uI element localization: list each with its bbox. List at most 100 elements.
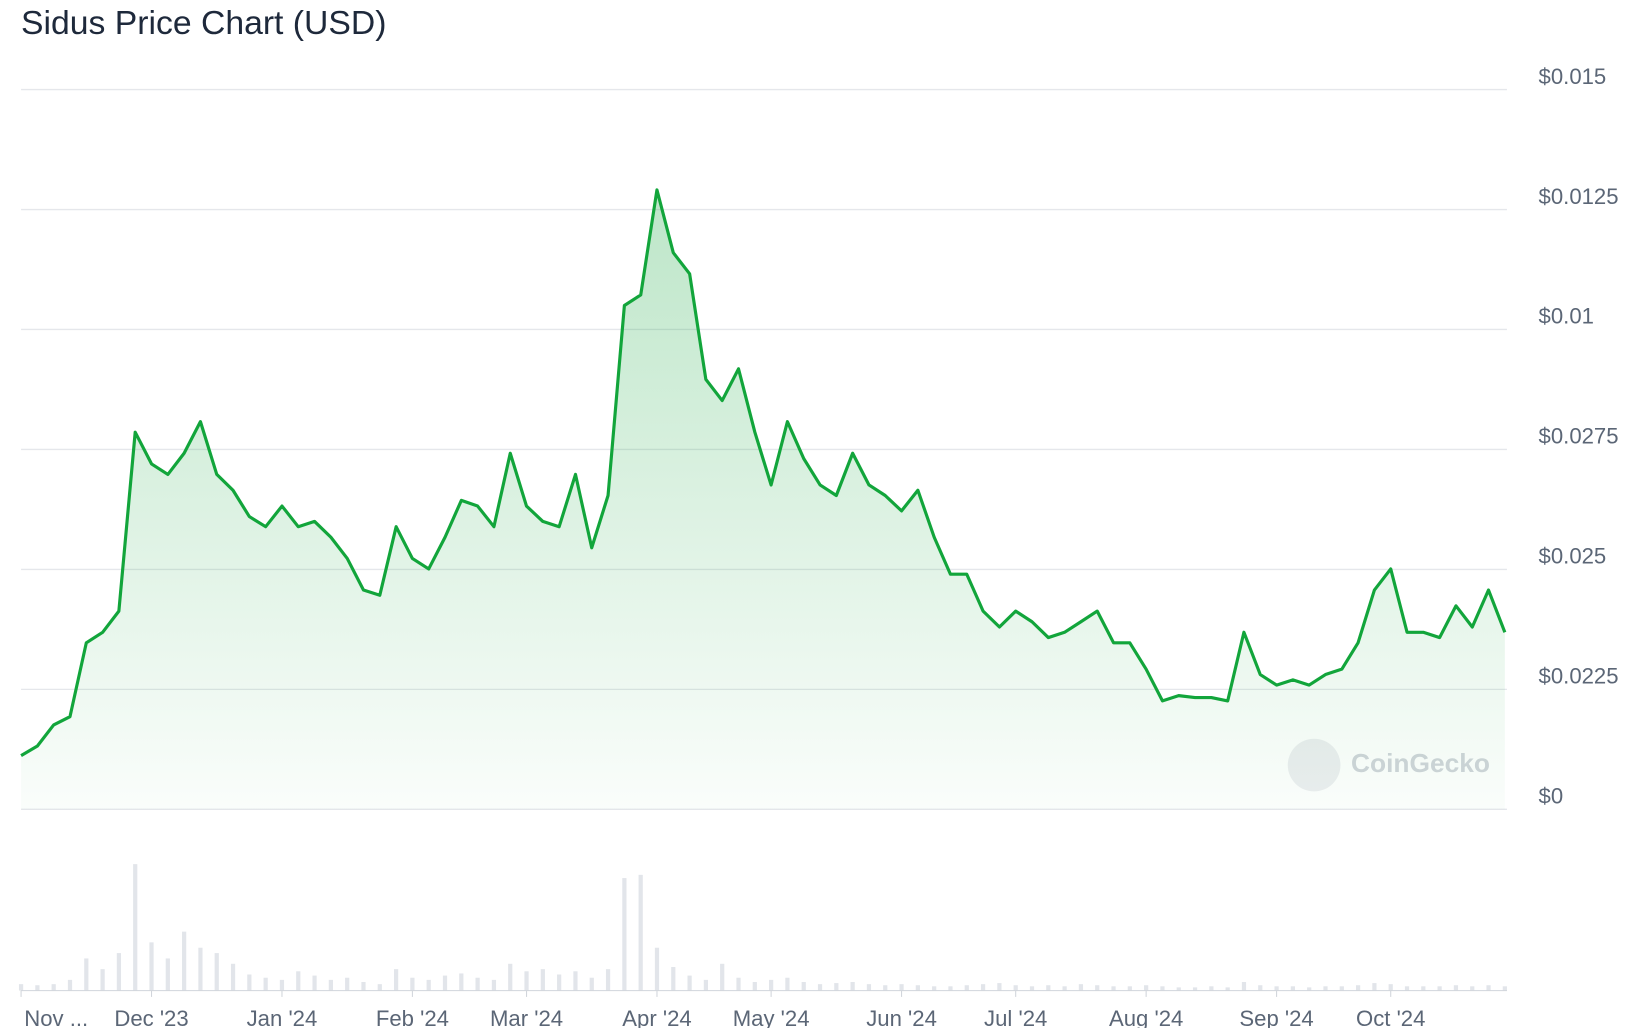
- volume-bar: [328, 979, 333, 991]
- x-tick-label: Apr '24: [622, 1006, 691, 1028]
- volume-bar: [459, 973, 464, 991]
- volume-bar: [638, 874, 643, 991]
- volume-bar: [687, 975, 692, 991]
- volume-bar: [133, 864, 138, 991]
- volume-bar: [1225, 987, 1230, 991]
- volume-bar: [345, 977, 350, 991]
- volume-bar: [1421, 986, 1426, 991]
- price-area: [21, 189, 1505, 810]
- volume-bar: [769, 979, 774, 991]
- y-tick-label: $0.015: [1539, 64, 1607, 89]
- volume-bar: [393, 969, 399, 991]
- volume-bar: [1502, 986, 1507, 991]
- price-line: [20, 188, 1507, 757]
- volume-bar: [442, 975, 448, 991]
- volume-bar: [149, 942, 154, 991]
- volume-bar: [1486, 985, 1491, 991]
- x-tick-label: Jan '24: [247, 1006, 318, 1028]
- volume-bar: [980, 984, 986, 991]
- volume-bar: [573, 971, 578, 991]
- x-tick-label: May '24: [733, 1006, 810, 1028]
- chart-title: Sidus Price Chart (USD): [21, 4, 386, 42]
- volume-bar: [932, 986, 937, 991]
- x-tick-label: Feb '24: [376, 1006, 449, 1028]
- volume-bar: [35, 985, 40, 991]
- x-tick-label: Mar '24: [490, 1006, 563, 1028]
- volume-bar: [1013, 985, 1018, 991]
- y-tick-label: $0.0275: [1539, 424, 1619, 449]
- volume-bar: [557, 974, 562, 991]
- volume-bar: [589, 977, 594, 991]
- volume-bar: [605, 969, 611, 991]
- y-tick-label: $0.0225: [1539, 664, 1619, 689]
- volume-bar: [720, 963, 725, 991]
- volume-bar: [785, 977, 790, 991]
- volume-bar: [1046, 985, 1051, 991]
- volume-bar: [801, 982, 806, 991]
- x-tick-label: Sep '24: [1239, 1006, 1313, 1028]
- volume-bar: [883, 985, 888, 991]
- volume-bar: [834, 983, 839, 991]
- volume-bar: [230, 963, 236, 991]
- volume-bar: [279, 979, 285, 991]
- x-tick-label: Jun '24: [866, 1006, 937, 1028]
- volume-bar: [247, 974, 252, 991]
- volume-bar: [1144, 985, 1149, 991]
- volume-bar: [377, 984, 382, 991]
- volume-bar: [426, 979, 431, 991]
- volume-bar: [214, 953, 219, 991]
- volume-bar: [312, 975, 317, 991]
- volume-bar: [1323, 986, 1328, 991]
- volume-bar: [1453, 985, 1459, 991]
- volume-bar: [703, 979, 709, 991]
- volume-bar: [361, 982, 366, 991]
- volume-bar: [736, 977, 741, 991]
- volume-bar: [622, 878, 627, 991]
- y-tick-label: $0.0125: [1539, 184, 1619, 209]
- volume-bar: [182, 931, 187, 991]
- volume-bar: [915, 985, 920, 991]
- volume-bar: [1258, 985, 1263, 991]
- volume-bar: [51, 984, 56, 991]
- volume-bar: [1192, 987, 1198, 991]
- volume-bar: [964, 985, 969, 991]
- x-tick-label: Nov ...: [24, 1006, 88, 1028]
- volume-bar: [84, 958, 89, 991]
- volume-bar: [508, 963, 513, 991]
- volume-bar: [1078, 984, 1084, 991]
- y-tick-label: $0.01: [1539, 304, 1594, 329]
- volume-bar: [1029, 986, 1035, 991]
- volume-bar: [1209, 986, 1214, 991]
- volume-bar: [817, 984, 823, 991]
- volume-bar: [1388, 984, 1393, 991]
- volume-bar: [1307, 987, 1312, 991]
- volume-bar: [1372, 983, 1377, 991]
- volume-bar: [18, 984, 24, 991]
- x-tick-label: Aug '24: [1109, 1006, 1183, 1028]
- volume-bar: [100, 969, 105, 991]
- volume-bar: [540, 969, 545, 991]
- x-tick-label: Dec '23: [114, 1006, 188, 1028]
- volume-bar: [524, 971, 529, 991]
- x-tick-label: Jul '24: [984, 1006, 1047, 1028]
- volume-bar: [296, 971, 301, 991]
- volume-bar: [198, 947, 203, 991]
- volume-bar: [1404, 986, 1410, 991]
- volume-bar: [165, 958, 170, 991]
- volume-bar: [1127, 986, 1132, 991]
- volume-bar: [850, 982, 855, 991]
- volume-bar: [1355, 985, 1361, 991]
- volume-bar: [1339, 986, 1344, 991]
- volume-bar: [997, 983, 1002, 991]
- volume-bar: [866, 984, 872, 991]
- volume-bar: [1095, 985, 1100, 991]
- volume-bar: [410, 977, 415, 991]
- volume-bar: [1241, 982, 1247, 991]
- volume-bar: [1111, 986, 1116, 991]
- volume-bar: [671, 967, 676, 991]
- volume-bar: [654, 947, 660, 991]
- volume-bar: [1290, 986, 1295, 991]
- volume-bar: [1274, 986, 1279, 991]
